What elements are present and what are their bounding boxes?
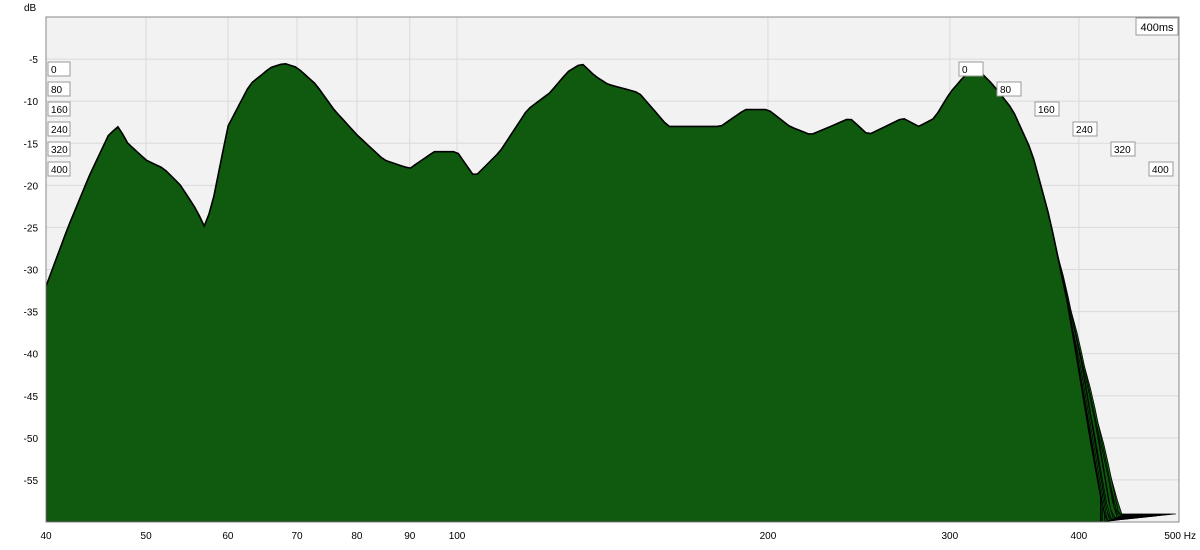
x-tick-label: 200: [760, 531, 777, 542]
y-tick-label: -25: [24, 223, 39, 234]
time-label-left: 240: [51, 125, 68, 136]
time-label-box: [47, 121, 71, 137]
time-label-box: [47, 161, 71, 177]
waterfall-slices: [46, 62, 1176, 522]
time-label-left: 80: [51, 85, 63, 96]
y-tick-label: -35: [24, 308, 39, 319]
x-tick-label: 60: [222, 531, 234, 542]
x-tick-label: 500 Hz: [1164, 531, 1196, 542]
time-label-box: [47, 101, 71, 117]
time-label-left: 160: [51, 105, 68, 116]
time-label-left: 0: [51, 65, 57, 76]
x-tick-label: 40: [40, 531, 52, 542]
x-tick-label: 400: [1071, 531, 1088, 542]
time-label-box: [996, 81, 1022, 97]
time-marker-badge: 400ms: [1135, 17, 1179, 36]
time-label-right: 80: [1000, 85, 1012, 96]
x-tick-label: 80: [351, 531, 363, 542]
y-tick-label: -45: [24, 392, 39, 403]
x-axis-ticks: 40 50 60 70 80 90 100 200 300 400 500 Hz: [40, 531, 1196, 542]
time-label-box: [1034, 101, 1060, 117]
waterfall-slice: [46, 62, 1102, 522]
y-tick-label: -40: [24, 350, 39, 361]
plot-border: [45, 16, 1180, 523]
time-label-box: [47, 141, 71, 157]
time-label-box: [1148, 161, 1174, 177]
y-axis-ticks: -5 -10 -15 -20 -25 -30 -35 -40 -45 -50 -55: [24, 55, 39, 487]
time-label-box: [47, 81, 71, 97]
y-tick-label: -55: [24, 476, 39, 487]
x-tick-label: 50: [141, 531, 153, 542]
plot-frame: [45, 16, 1180, 523]
x-tick-label: 300: [942, 531, 959, 542]
time-marker-label: 400ms: [1140, 22, 1174, 34]
time-label-right: 400: [1152, 165, 1169, 176]
y-tick-label: -15: [24, 139, 39, 150]
y-tick-label: -5: [29, 55, 38, 66]
time-label-right: 320: [1114, 145, 1131, 156]
y-tick-label: -10: [24, 97, 39, 108]
y-tick-label: -20: [24, 181, 39, 192]
x-tick-label: 90: [404, 531, 416, 542]
time-label-right: 240: [1076, 125, 1093, 136]
x-tick-label: 100: [449, 531, 466, 542]
time-label-right: 0: [962, 65, 968, 76]
time-label-left: 320: [51, 145, 68, 156]
time-label-box: [1110, 141, 1136, 157]
time-axis-labels: 0 0 80 80 160 160 240 240 320 320 400 400: [47, 61, 1174, 177]
y-tick-label: -50: [24, 434, 39, 445]
y-tick-label: -30: [24, 266, 39, 277]
time-label-box: [1072, 121, 1098, 137]
time-label-left: 400: [51, 165, 68, 176]
time-label-box: [958, 61, 984, 77]
time-label-box: [47, 61, 71, 77]
x-tick-label: 70: [291, 531, 303, 542]
y-axis-unit-label: dB: [24, 3, 37, 14]
time-label-right: 160: [1038, 105, 1055, 116]
